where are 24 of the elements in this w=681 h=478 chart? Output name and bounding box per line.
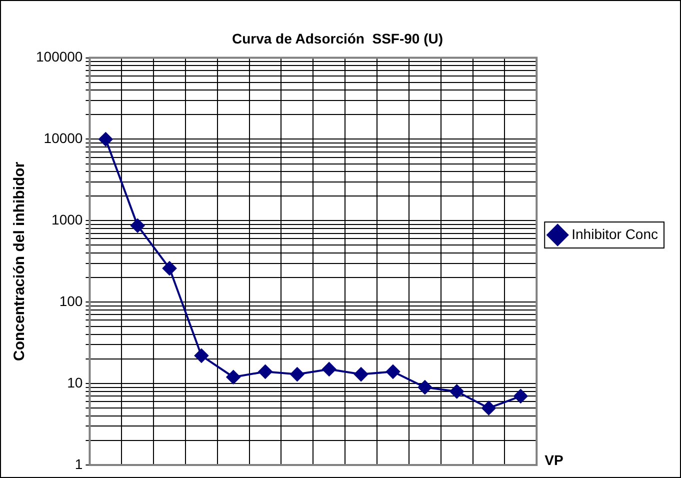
point [514,389,528,404]
chart-title: Curva de Adsorción SSF-90 (U) [232,30,444,46]
point [98,132,113,146]
y-tick-label: 1000 [52,212,83,228]
point [258,364,272,379]
y-axis-title: Concentración del inhibidor [11,162,28,361]
point [450,384,464,398]
point [354,367,368,382]
point [386,364,400,379]
point [418,380,432,394]
y-tick-label: 100000 [36,48,83,65]
y-tick-label: 1 [74,456,83,472]
x-axis-title: VP [544,452,564,468]
y-tick-label: 10000 [44,130,83,146]
point [162,261,177,276]
point [482,401,496,416]
y-tick-label: 10 [67,374,83,390]
point [130,218,145,233]
y-tick-label: 100 [59,292,83,309]
point [322,362,336,376]
point [290,367,304,382]
point [194,348,208,363]
legend-label: Inhibitor Conc [572,226,658,242]
point [226,370,240,384]
